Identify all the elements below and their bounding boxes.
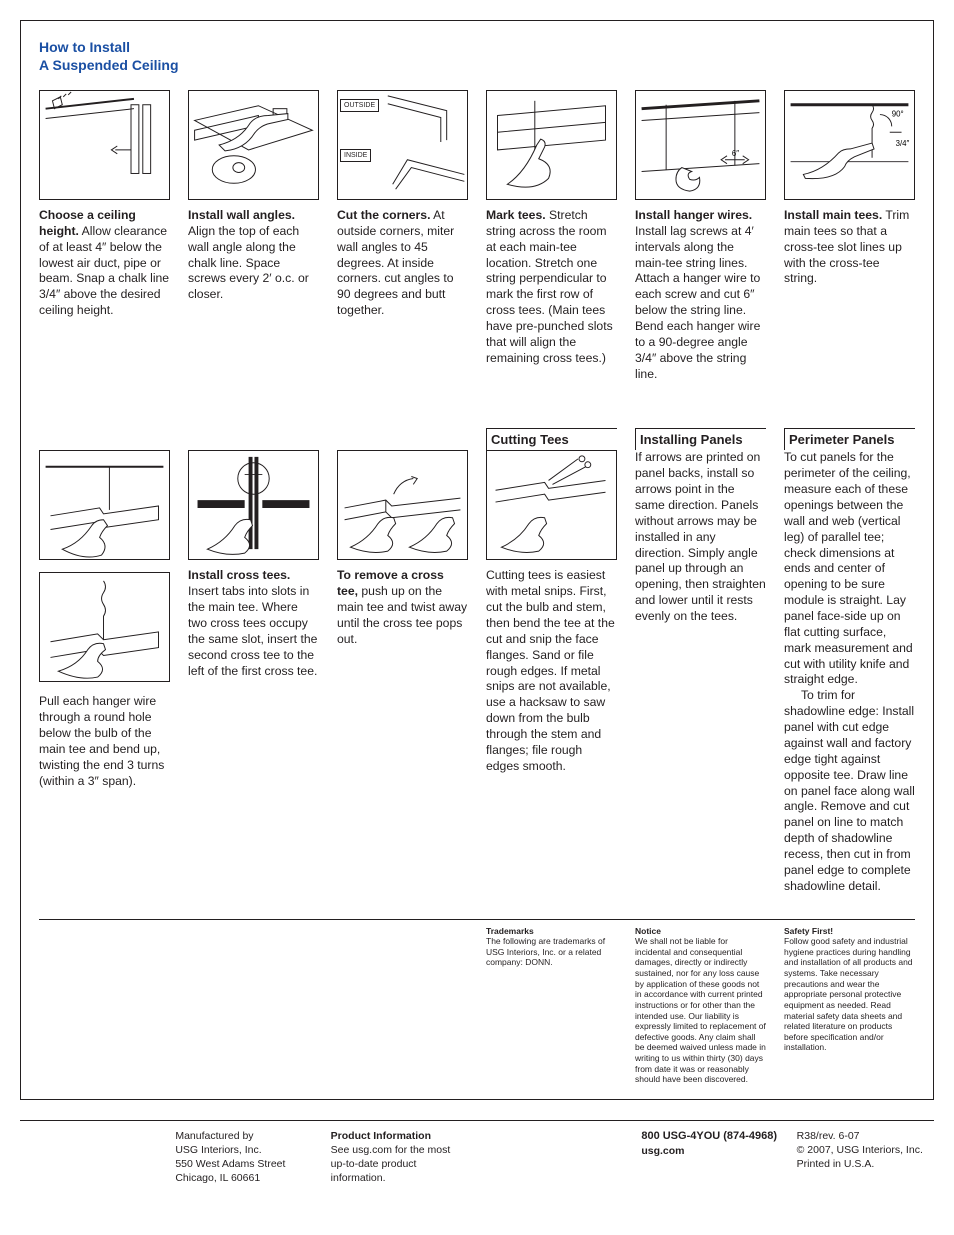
illus-hanger-pull-a <box>39 450 170 560</box>
step-text-r2-5: If arrows are printed on panel backs, in… <box>635 450 766 624</box>
illus-wall-angles <box>188 90 319 200</box>
step-text-5: Install hanger wires. Install lag screws… <box>635 208 766 382</box>
step-text-6: Install main tees. Trim main tees so tha… <box>784 208 915 287</box>
title-line-1: How to Install <box>39 39 130 55</box>
legal-safety-t: Follow good safety and industrial hygien… <box>784 936 913 1052</box>
step-bold-3: Cut the corners. <box>337 208 430 222</box>
step-bold-6: Install main tees. <box>784 208 882 222</box>
step-main-tees: 90° 3/4″ Install main tees. Trim main te… <box>784 90 915 382</box>
step-text-r2-3: To remove a cross tee, push up on the ma… <box>337 568 468 647</box>
legal-safety: Safety First! Follow good safety and ind… <box>784 926 915 1085</box>
illus-cutting-tees <box>486 450 617 560</box>
row-2: Pull each hanger wire through a round ho… <box>39 450 915 912</box>
step-bold-5: Install hanger wires. <box>635 208 752 222</box>
illus-mark-tees <box>486 90 617 200</box>
step-installing-panels: If arrows are printed on panel backs, in… <box>635 450 766 894</box>
dim-90deg: 90° <box>892 110 904 119</box>
legal-trademarks: Trademarks The following are trademarks … <box>486 926 617 1085</box>
title-line-2: A Suspended Ceiling <box>39 57 179 73</box>
step-body-r2-6: To cut panels for the perimeter of the c… <box>784 450 913 686</box>
step-text-r2-2: Install cross tees. Insert tabs into slo… <box>188 568 319 679</box>
step-body-r2-5: If arrows are printed on panel backs, in… <box>635 450 766 623</box>
page-frame: How to Install A Suspended Ceiling Choos <box>20 20 934 1100</box>
step-text-r2-1: Pull each hanger wire through a round ho… <box>39 694 170 789</box>
legal-notice-h: Notice <box>635 926 661 936</box>
step-hanger-wires: 6″ Install hanger wires. Install lag scr… <box>635 90 766 382</box>
legal-trademarks-h: Trademarks <box>486 926 534 936</box>
step-wall-angles: Install wall angles. Align the top of ea… <box>188 90 319 382</box>
illus-remove-cross-tee <box>337 450 468 560</box>
illus-main-tees: 90° 3/4″ <box>784 90 915 200</box>
step-text-1: Choose a ceiling height. Allow clearance… <box>39 208 170 319</box>
step-body-5: Install lag screws at 4′ intervals along… <box>635 224 760 381</box>
step-body-r2-2: Insert tabs into slots in the main tee. … <box>188 584 317 677</box>
legal-notice-t: We shall not be liable for incidental an… <box>635 936 766 1084</box>
illus-cross-tees <box>188 450 319 560</box>
dim-34: 3/4″ <box>896 139 910 148</box>
step-body-r2-1: Pull each hanger wire through a round ho… <box>39 694 164 787</box>
step-text-4: Mark tees. Stretch string across the roo… <box>486 208 617 367</box>
page-title: How to Install A Suspended Ceiling <box>39 39 915 74</box>
step-mark-tees: Mark tees. Stretch string across the roo… <box>486 90 617 382</box>
head-perimeter-panels: Perimeter Panels <box>784 428 915 450</box>
step-perimeter-panels: To cut panels for the perimeter of the c… <box>784 450 915 894</box>
illus-cut-corners: OUTSIDE INSIDE <box>337 90 468 200</box>
label-inside: INSIDE <box>340 149 371 162</box>
step-text-r2-4: Cutting tees is easiest with metal snips… <box>486 568 617 774</box>
head-installing-panels: Installing Panels <box>635 428 766 450</box>
legal-row: Trademarks The following are trademarks … <box>39 919 915 1085</box>
step-cut-corners: OUTSIDE INSIDE Cut the corners. At outsi… <box>337 90 468 382</box>
step-body-2: Align the top of each wall angle along t… <box>188 224 309 301</box>
step-bold-r2-2: Install cross tees. <box>188 568 290 582</box>
footer-contact: 800 USG-4YOU (874-4968) usg.com <box>641 1129 778 1186</box>
step-hanger-pull: Pull each hanger wire through a round ho… <box>39 450 170 894</box>
step-body-4: Stretch string across the room at each m… <box>486 208 613 365</box>
legal-safety-h: Safety First! <box>784 926 833 936</box>
head-cutting-tees: Cutting Tees <box>486 428 617 450</box>
step-bold-4: Mark tees. <box>486 208 546 222</box>
legal-trademarks-t: The following are trademarks of USG Inte… <box>486 936 605 967</box>
step-body-3: At outside corners, miter wall angles to… <box>337 208 454 317</box>
row-1: Choose a ceiling height. Allow clearance… <box>39 90 915 408</box>
illus-choose-height <box>39 90 170 200</box>
step-body-r2-6b: To trim for shadowline edge: Install pan… <box>784 688 918 892</box>
illus-hanger-pull-b <box>39 572 170 682</box>
step-text-r2-6: To cut panels for the perimeter of the c… <box>784 450 915 894</box>
legal-notice: Notice We shall not be liable for incide… <box>635 926 766 1085</box>
footer-product-info: Product Information See usg.com for the … <box>331 1129 468 1186</box>
label-outside: OUTSIDE <box>340 99 379 112</box>
page-footer: Manufactured by USG Interiors, Inc. 550 … <box>20 1120 934 1186</box>
step-remove-cross-tee: To remove a cross tee, push up on the ma… <box>337 450 468 894</box>
step-text-3: Cut the corners. At outside corners, mit… <box>337 208 468 319</box>
step-bold-2: Install wall angles. <box>188 208 295 222</box>
step-choose-height: Choose a ceiling height. Allow clearance… <box>39 90 170 382</box>
dim-6in: 6″ <box>732 149 739 158</box>
step-body-r2-4: Cutting tees is easiest with metal snips… <box>486 568 615 772</box>
step-cutting-tees: Cutting tees is easiest with metal snips… <box>486 450 617 894</box>
illus-hanger-wires: 6″ <box>635 90 766 200</box>
step-cross-tees: Install cross tees. Insert tabs into slo… <box>188 450 319 894</box>
footer-revision: R38/rev. 6-07 © 2007, USG Interiors, Inc… <box>797 1129 934 1186</box>
row-2-headers: Cutting Tees Installing Panels Perimeter… <box>39 428 915 450</box>
footer-manufacturer: Manufactured by USG Interiors, Inc. 550 … <box>175 1129 312 1186</box>
step-text-2: Install wall angles. Align the top of ea… <box>188 208 319 303</box>
